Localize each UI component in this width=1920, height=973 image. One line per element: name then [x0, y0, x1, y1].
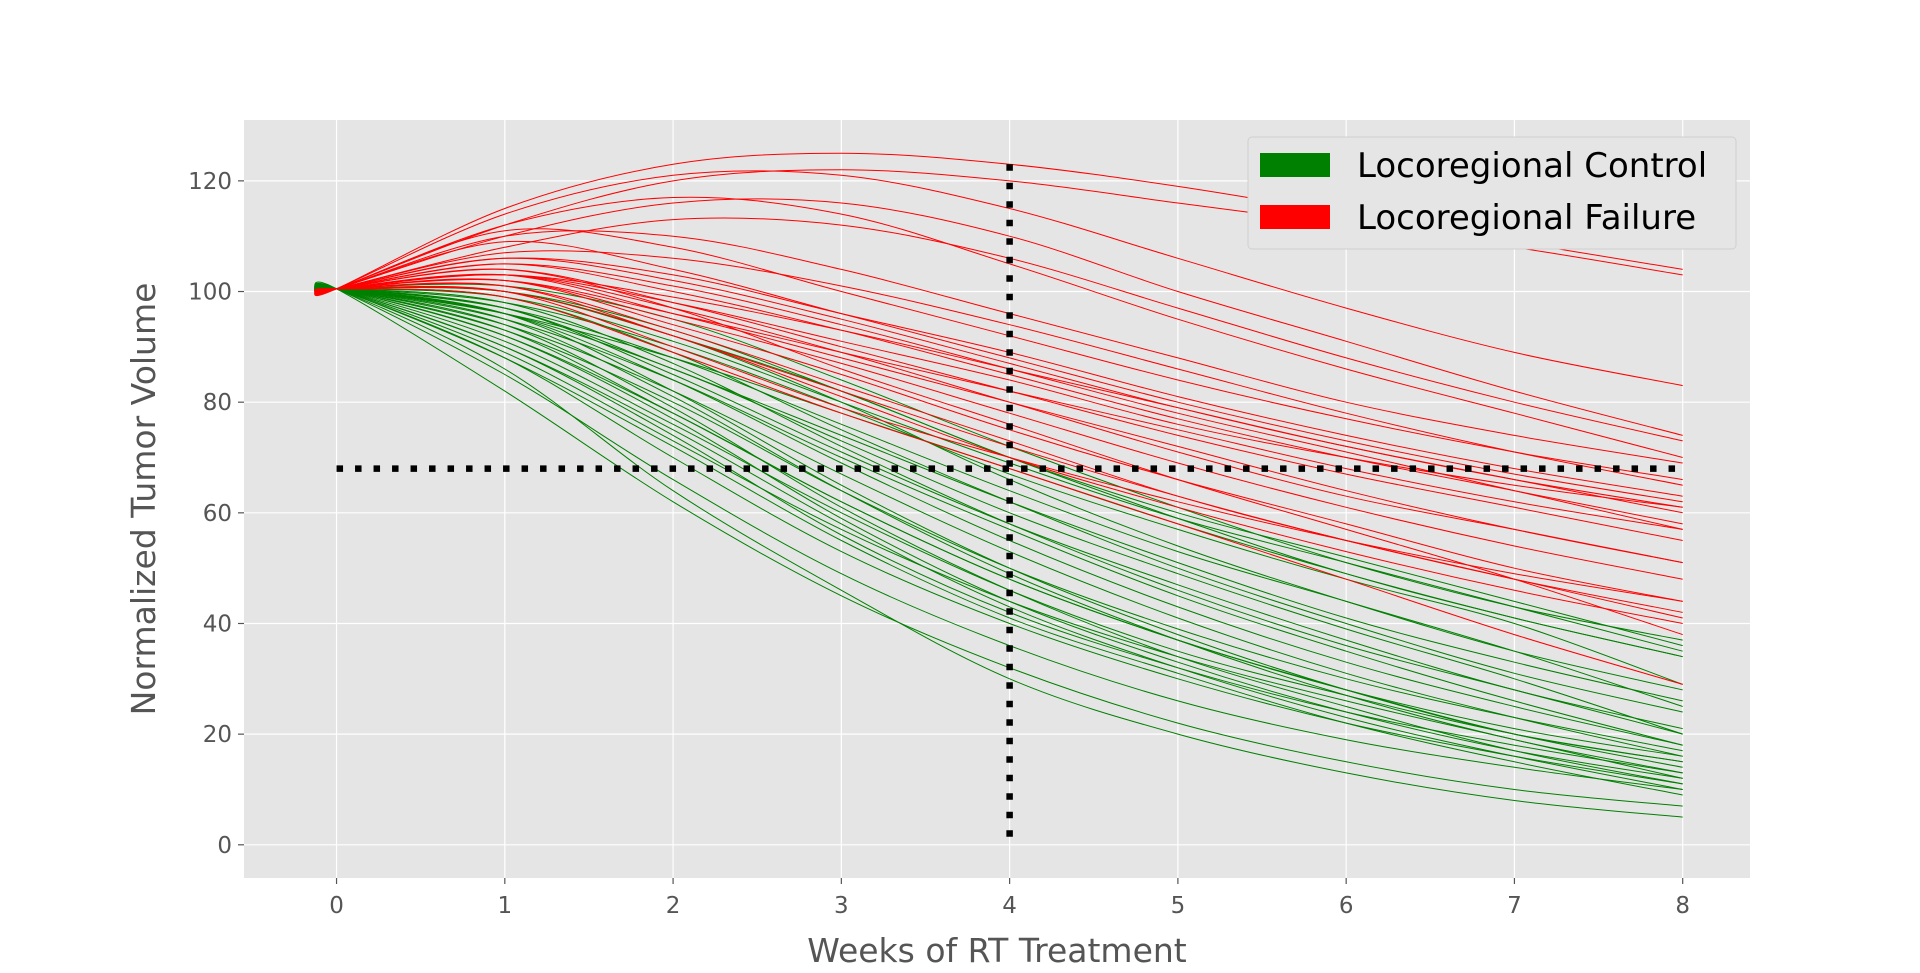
reference-lines: [336, 164, 1683, 845]
legend-label-control: Locoregional Control: [1357, 146, 1707, 186]
x-tick-label: 8: [1675, 893, 1690, 919]
control-curve: [314, 281, 1683, 807]
failure-curve: [314, 217, 1683, 442]
failure-curve: [314, 240, 1683, 503]
y-tick-label: 80: [203, 390, 232, 416]
y-tick-label: 100: [188, 280, 232, 306]
control-curve: [314, 287, 1683, 746]
failure-curve: [314, 273, 1683, 564]
x-tick-label: 2: [666, 893, 681, 919]
y-tick-label: 60: [203, 501, 232, 527]
y-tick-label: 20: [203, 722, 232, 748]
legend-box: [1247, 136, 1737, 250]
failure-curve: [314, 230, 1683, 464]
x-axis-label: Weeks of RT Treatment: [807, 931, 1187, 970]
failure-curve: [314, 274, 1683, 508]
control-curve: [314, 284, 1683, 790]
control-curve: [314, 287, 1683, 735]
legend-label-failure: Locoregional Failure: [1357, 198, 1696, 238]
control-curve: [314, 285, 1683, 757]
failure-curve: [314, 268, 1683, 636]
failure-curve: [314, 250, 1683, 486]
control-curve: [314, 283, 1683, 818]
control-curve: [314, 283, 1683, 796]
control-curve: [314, 287, 1683, 685]
legend-swatch-failure: [1260, 205, 1330, 229]
control-curve: [314, 287, 1683, 763]
control-curve: [314, 285, 1683, 752]
x-tick-label: 3: [834, 893, 849, 919]
failure-curve: [314, 198, 1683, 436]
y-tick-label: 40: [203, 611, 232, 637]
control-curve: [314, 283, 1683, 785]
legend-swatch-control: [1260, 153, 1330, 177]
control-curve: [314, 287, 1683, 707]
x-tick-label: 0: [329, 893, 344, 919]
failure-curve: [314, 257, 1683, 497]
control-curve: [314, 286, 1683, 757]
locoregional-control-curves: [314, 281, 1683, 818]
control-curve: [314, 287, 1683, 702]
failure-curve: [314, 285, 1683, 602]
failure-curve: [314, 279, 1683, 530]
locoregional-failure-curves: [314, 152, 1683, 685]
control-curve: [314, 285, 1683, 763]
control-curve: [314, 288, 1683, 652]
x-tick-label: 4: [1002, 893, 1017, 919]
y-tick-label: 120: [188, 169, 232, 195]
failure-curve: [314, 196, 1683, 458]
failure-curve: [314, 288, 1683, 685]
control-curve: [314, 286, 1683, 774]
control-curve: [314, 286, 1683, 785]
control-curve: [314, 286, 1683, 746]
failure-curve: [314, 282, 1683, 613]
failure-curve: [314, 170, 1683, 387]
x-tick-label: 7: [1507, 893, 1522, 919]
y-tick-label: 0: [217, 833, 232, 859]
failure-curve: [314, 278, 1683, 602]
y-axis-label: Normalized Tumor Volume: [124, 283, 163, 716]
x-tick-label: 1: [497, 893, 512, 919]
legend: Locoregional Control Locoregional Failur…: [1247, 136, 1737, 250]
control-curve: [314, 285, 1683, 779]
control-curve: [314, 284, 1683, 779]
failure-curve: [314, 286, 1683, 624]
failure-curve: [314, 228, 1683, 481]
control-curve: [314, 287, 1683, 735]
x-tick-label: 6: [1339, 893, 1354, 919]
x-tick-label: 5: [1171, 893, 1186, 919]
control-curve: [314, 282, 1683, 790]
